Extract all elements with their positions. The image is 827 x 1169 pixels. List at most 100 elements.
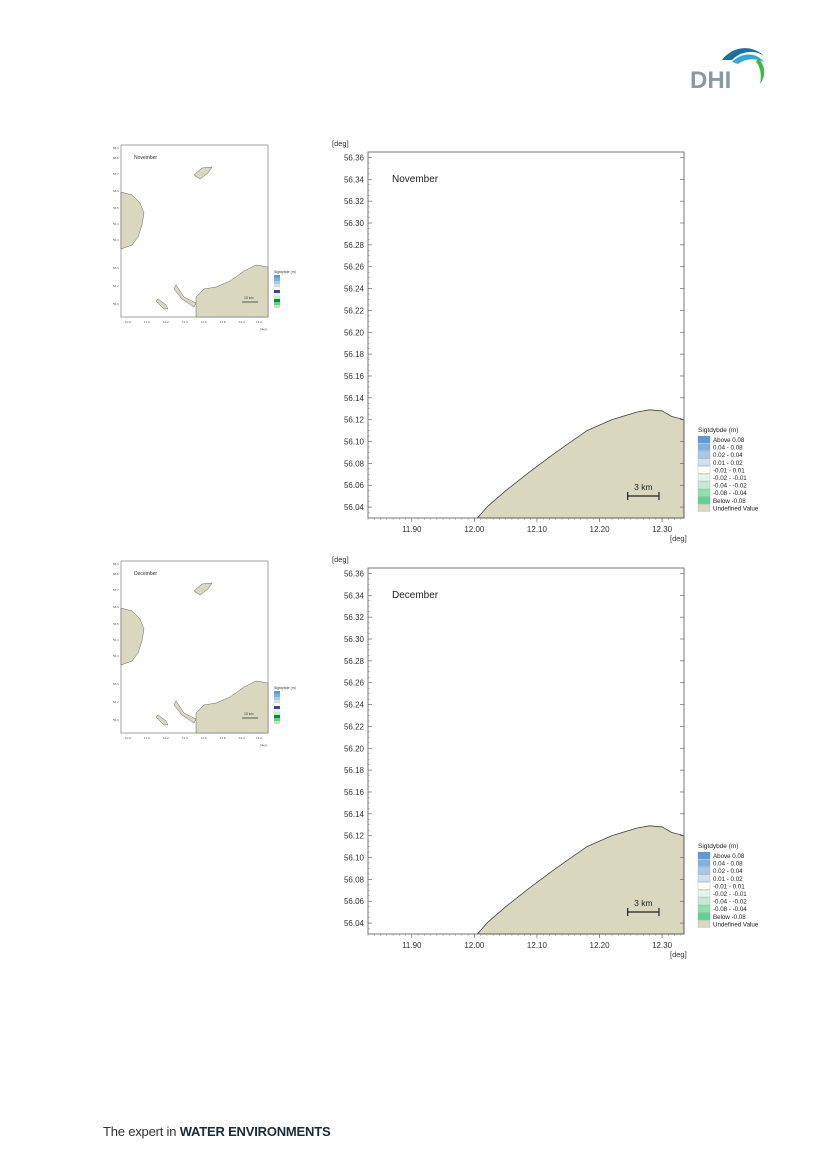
footer-tagline: The expert in WATER ENVIRONMENTS [103, 1124, 331, 1139]
x-tick-label: 11.90 [402, 525, 422, 534]
thumbnail-legend-title: Sigtdybde (m) [274, 270, 296, 274]
svg-text:56.4: 56.4 [113, 146, 119, 150]
svg-text:56.6: 56.6 [113, 189, 119, 193]
legend-label: Undefined Value [713, 921, 759, 928]
logo-wave-green [756, 58, 765, 84]
svg-text:[deg]: [deg] [260, 327, 267, 331]
y-tick-label: 56.14 [344, 810, 365, 819]
y-tick-label: 56.20 [344, 744, 365, 753]
y-tick-label: 56.26 [344, 263, 365, 272]
y-tick-label: 56.06 [344, 481, 365, 490]
y-tick-label: 56.30 [344, 219, 365, 228]
svg-text:56.8: 56.8 [113, 572, 119, 576]
legend-label: Above 0.08 [713, 853, 745, 860]
legend-swatch [697, 473, 711, 482]
y-tick-label: 56.12 [344, 416, 365, 425]
land-area [476, 825, 685, 935]
svg-text:11.2: 11.2 [163, 320, 169, 324]
thumbnail-title: December [134, 571, 157, 577]
footer-tagline-prefix: The expert in [103, 1124, 177, 1139]
x-tick-label: 12.30 [652, 941, 673, 950]
svg-text:56.5: 56.5 [113, 206, 119, 210]
x-tick-label: 12.10 [527, 941, 548, 950]
legend-label: -0.01 - 0.01 [713, 883, 745, 890]
thumbnail-y-ticks: 56.4 56.8 56.7 56.6 56.5 56.4 56.3 56.1 56.2 56… [113, 562, 119, 722]
svg-text:11.4: 11.4 [182, 736, 188, 740]
x-axis-label: [deg] [670, 534, 687, 543]
y-tick-label: 56.12 [344, 832, 365, 841]
y-tick-label: 56.10 [344, 438, 365, 447]
legend-label: Above 0.08 [713, 437, 745, 444]
svg-text:12.0: 12.0 [239, 736, 245, 740]
thumbnail-map-2: December 10 km Sigtdybde (m) 56.456.856.… [113, 560, 296, 747]
legend-swatch [697, 897, 711, 905]
legend-label: Undefined Value [713, 505, 759, 512]
logo-wave-mid [732, 54, 764, 64]
y-tick-label: 56.34 [344, 591, 365, 600]
x-tick-label: 12.20 [590, 525, 611, 534]
x-tick-label: 11.90 [402, 941, 422, 950]
svg-text:56.2: 56.2 [113, 700, 119, 704]
legend-swatch [697, 851, 711, 860]
thumbnail-scalebar-label: 10 km [244, 712, 254, 716]
svg-text:56.1: 56.1 [113, 266, 119, 270]
x-tick-label: 12.10 [527, 525, 548, 534]
y-tick-label: 56.36 [344, 569, 365, 578]
thumbnail-land-west [120, 191, 145, 250]
legend-swatch [697, 458, 711, 466]
svg-text:11.8: 11.8 [220, 736, 226, 740]
chart-december: 56.36 56.34 56.32 56.30 56.28 56.26 56.24 56.22… [332, 555, 759, 959]
y-tick-label: 56.24 [344, 701, 365, 710]
x-tick-label: 12.20 [590, 941, 611, 950]
y-tick-label: 56.10 [344, 854, 365, 863]
legend-label: Below -0.08 [713, 498, 746, 505]
legend-label: -0.02 - -0.01 [713, 475, 747, 482]
chart-november: 56.36 56.34 56.32 56.30 56.28 56.26 56.24 56.22… [332, 139, 759, 543]
svg-text:56.4: 56.4 [113, 562, 119, 566]
y-tick-label: 56.16 [344, 372, 365, 381]
legend-swatch [697, 905, 711, 913]
svg-text:56.3: 56.3 [113, 654, 119, 658]
thumbnail-x-ticks: 10.9 11.0 11.2 11.4 11.6 11.8 12.0 12.2 [deg] [125, 736, 267, 747]
y-tick-label: 56.22 [344, 306, 365, 315]
thumbnail-y-ticks: 56.4 56.8 56.7 56.6 56.5 56.4 56.3 56.1 56.2 56… [113, 146, 119, 306]
thumbnail-map-1: November 10 km Sigtdybde (m) 56.456.856.… [113, 144, 296, 331]
thumbnail-x-ticks: 10.9 11.0 11.2 11.4 11.6 11.8 12.0 12.2 [deg] [125, 320, 267, 331]
legend-swatch [697, 920, 711, 928]
legend-swatch [697, 912, 711, 920]
y-tick-label: 56.28 [344, 241, 365, 250]
thumbnail-spit [173, 284, 197, 308]
thumbnail-land-west [120, 607, 145, 666]
legend-title: Sigtdybde (m) [698, 427, 738, 434]
legend-label: 0.02 - 0.04 [713, 452, 743, 459]
svg-text:10.9: 10.9 [125, 320, 131, 324]
logo-wave-dark [722, 48, 764, 60]
svg-text:56.4: 56.4 [113, 222, 119, 226]
legend-label: -0.04 - -0.02 [713, 483, 747, 490]
legend-swatch [697, 859, 711, 867]
svg-text:10.9: 10.9 [125, 736, 131, 740]
svg-text:56.7: 56.7 [113, 588, 119, 592]
scalebar-label: 3 km [634, 898, 652, 908]
legend-label: -0.04 - -0.02 [713, 899, 747, 906]
legend-swatch [697, 496, 711, 504]
footer-tagline-bold: WATER ENVIRONMENTS [179, 1124, 331, 1139]
legend-swatch [697, 889, 711, 898]
y-tick-label: 56.04 [344, 503, 365, 512]
y-tick-label: 56.08 [344, 459, 365, 468]
svg-text:12.2: 12.2 [256, 736, 262, 740]
y-tick-label: 56.06 [344, 897, 365, 906]
legend-swatch [697, 489, 711, 497]
y-axis-label: [deg] [332, 139, 349, 148]
dhi-logo: DHI [690, 48, 765, 92]
chart-title: November [392, 174, 439, 185]
chart-title: December [392, 590, 439, 601]
svg-text:56.3: 56.3 [113, 238, 119, 242]
svg-text:11.0: 11.0 [144, 736, 150, 740]
y-tick-label: 56.32 [344, 613, 365, 622]
legend-swatch [697, 443, 711, 451]
legend-label: -0.01 - 0.01 [713, 467, 745, 474]
svg-text:12.0: 12.0 [239, 320, 245, 324]
plot-frame [367, 151, 685, 519]
y-tick-label: 56.16 [344, 788, 365, 797]
